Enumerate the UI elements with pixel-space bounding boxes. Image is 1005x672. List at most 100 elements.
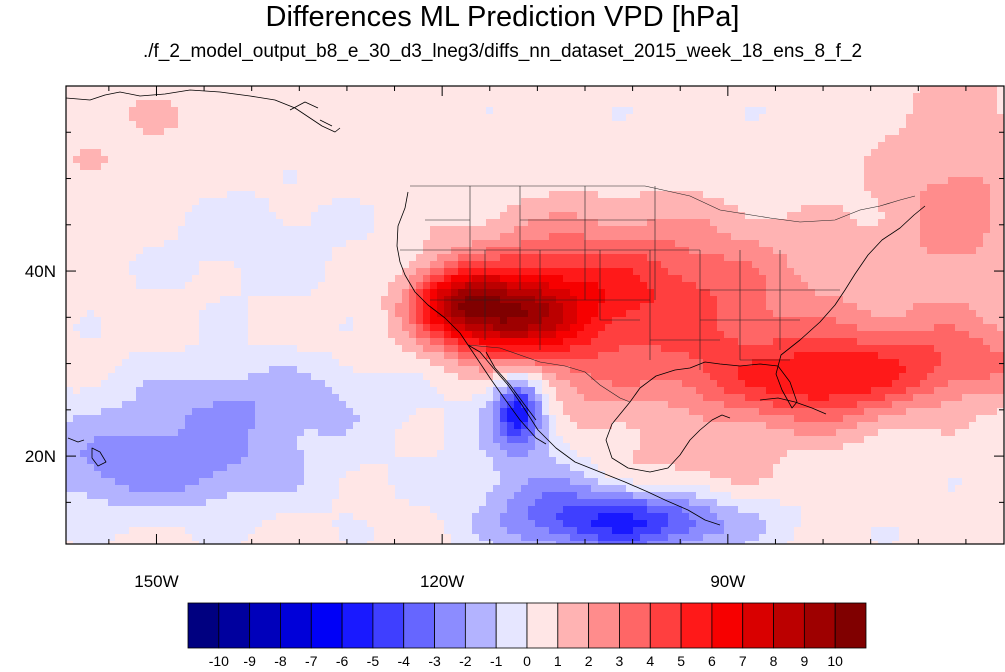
heat-cell	[150, 296, 158, 304]
heat-cell	[787, 86, 795, 94]
heat-cell	[934, 121, 942, 129]
heat-cell	[864, 86, 872, 94]
heat-cell	[647, 114, 655, 122]
heat-cell	[234, 135, 242, 143]
heat-cell	[577, 135, 585, 143]
heat-cell	[297, 275, 305, 283]
heat-cell	[920, 310, 928, 318]
heat-cell	[423, 226, 431, 234]
heat-cell	[843, 240, 851, 248]
heat-cell	[885, 310, 893, 318]
heat-cell	[836, 254, 844, 262]
heat-cell	[388, 303, 396, 311]
heat-cell	[976, 149, 984, 157]
heat-cell	[682, 219, 690, 227]
heat-cell	[80, 93, 88, 101]
heat-cell	[829, 149, 837, 157]
heat-cell	[416, 135, 424, 143]
heat-cell	[108, 296, 116, 304]
heat-cell	[374, 268, 382, 276]
heat-cell	[647, 205, 655, 213]
heat-cell	[710, 93, 718, 101]
heat-cell	[101, 338, 109, 346]
heat-cell	[227, 240, 235, 248]
heat-cell	[745, 247, 753, 255]
heat-cell	[948, 114, 956, 122]
heat-cell	[500, 170, 508, 178]
heat-cell	[619, 289, 627, 297]
heat-cell	[367, 128, 375, 136]
heat-cell	[248, 338, 256, 346]
heat-cell	[493, 268, 501, 276]
heat-cell	[87, 135, 95, 143]
heat-cell	[185, 163, 193, 171]
heat-cell	[514, 212, 522, 220]
heat-cell	[290, 170, 298, 178]
heat-cell	[689, 296, 697, 304]
heat-cell	[941, 149, 949, 157]
heat-cell	[458, 205, 466, 213]
heat-cell	[584, 310, 592, 318]
heat-cell	[332, 191, 340, 199]
heat-cell	[339, 114, 347, 122]
heat-cell	[738, 191, 746, 199]
heat-cell	[962, 240, 970, 248]
heat-cell	[542, 268, 550, 276]
heat-cell	[192, 135, 200, 143]
heat-cell	[241, 345, 249, 353]
heat-cell	[430, 142, 438, 150]
heat-cell	[710, 338, 718, 346]
heat-cell	[759, 114, 767, 122]
heat-cell	[304, 345, 312, 353]
heat-cell	[955, 128, 963, 136]
heat-cell	[465, 107, 473, 115]
heat-cell	[892, 107, 900, 115]
heat-cell	[409, 233, 417, 241]
heat-cell	[87, 191, 95, 199]
heat-cell	[332, 142, 340, 150]
heat-cell	[696, 226, 704, 234]
heat-cell	[220, 205, 228, 213]
heat-cell	[934, 163, 942, 171]
heat-cell	[710, 142, 718, 150]
heat-cell	[654, 205, 662, 213]
heat-cell	[934, 289, 942, 297]
heat-cell	[360, 240, 368, 248]
heat-cell	[388, 261, 396, 269]
heat-cell	[906, 331, 914, 339]
heat-cell	[430, 177, 438, 185]
heat-cell	[325, 114, 333, 122]
heat-cell	[353, 191, 361, 199]
heat-cell	[570, 191, 578, 199]
heat-cell	[283, 212, 291, 220]
heat-cell	[654, 107, 662, 115]
heat-cell	[66, 254, 74, 262]
heat-cell	[549, 303, 557, 311]
heat-cell	[640, 212, 648, 220]
heat-cell	[122, 142, 130, 150]
heat-cell	[493, 121, 501, 129]
heat-cell	[381, 191, 389, 199]
heat-cell	[927, 86, 935, 94]
heat-cell	[318, 275, 326, 283]
heat-cell	[220, 135, 228, 143]
chart-subtitle: ./f_2_model_output_b8_e_30_d3_lneg3/diff…	[142, 41, 863, 62]
heat-cell	[759, 296, 767, 304]
heat-cell	[311, 107, 319, 115]
heat-cell	[101, 331, 109, 339]
heat-cell	[381, 303, 389, 311]
heat-cell	[640, 100, 648, 108]
heat-cell	[689, 212, 697, 220]
heat-cell	[703, 170, 711, 178]
heat-cell	[738, 198, 746, 206]
heat-cell	[269, 205, 277, 213]
heat-cell	[780, 135, 788, 143]
heat-cell	[661, 86, 669, 94]
heat-cell	[374, 121, 382, 129]
heat-cell	[962, 142, 970, 150]
heat-cell	[80, 240, 88, 248]
heat-cell	[276, 177, 284, 185]
heat-cell	[927, 317, 935, 325]
heat-cell	[822, 240, 830, 248]
heat-cell	[136, 177, 144, 185]
